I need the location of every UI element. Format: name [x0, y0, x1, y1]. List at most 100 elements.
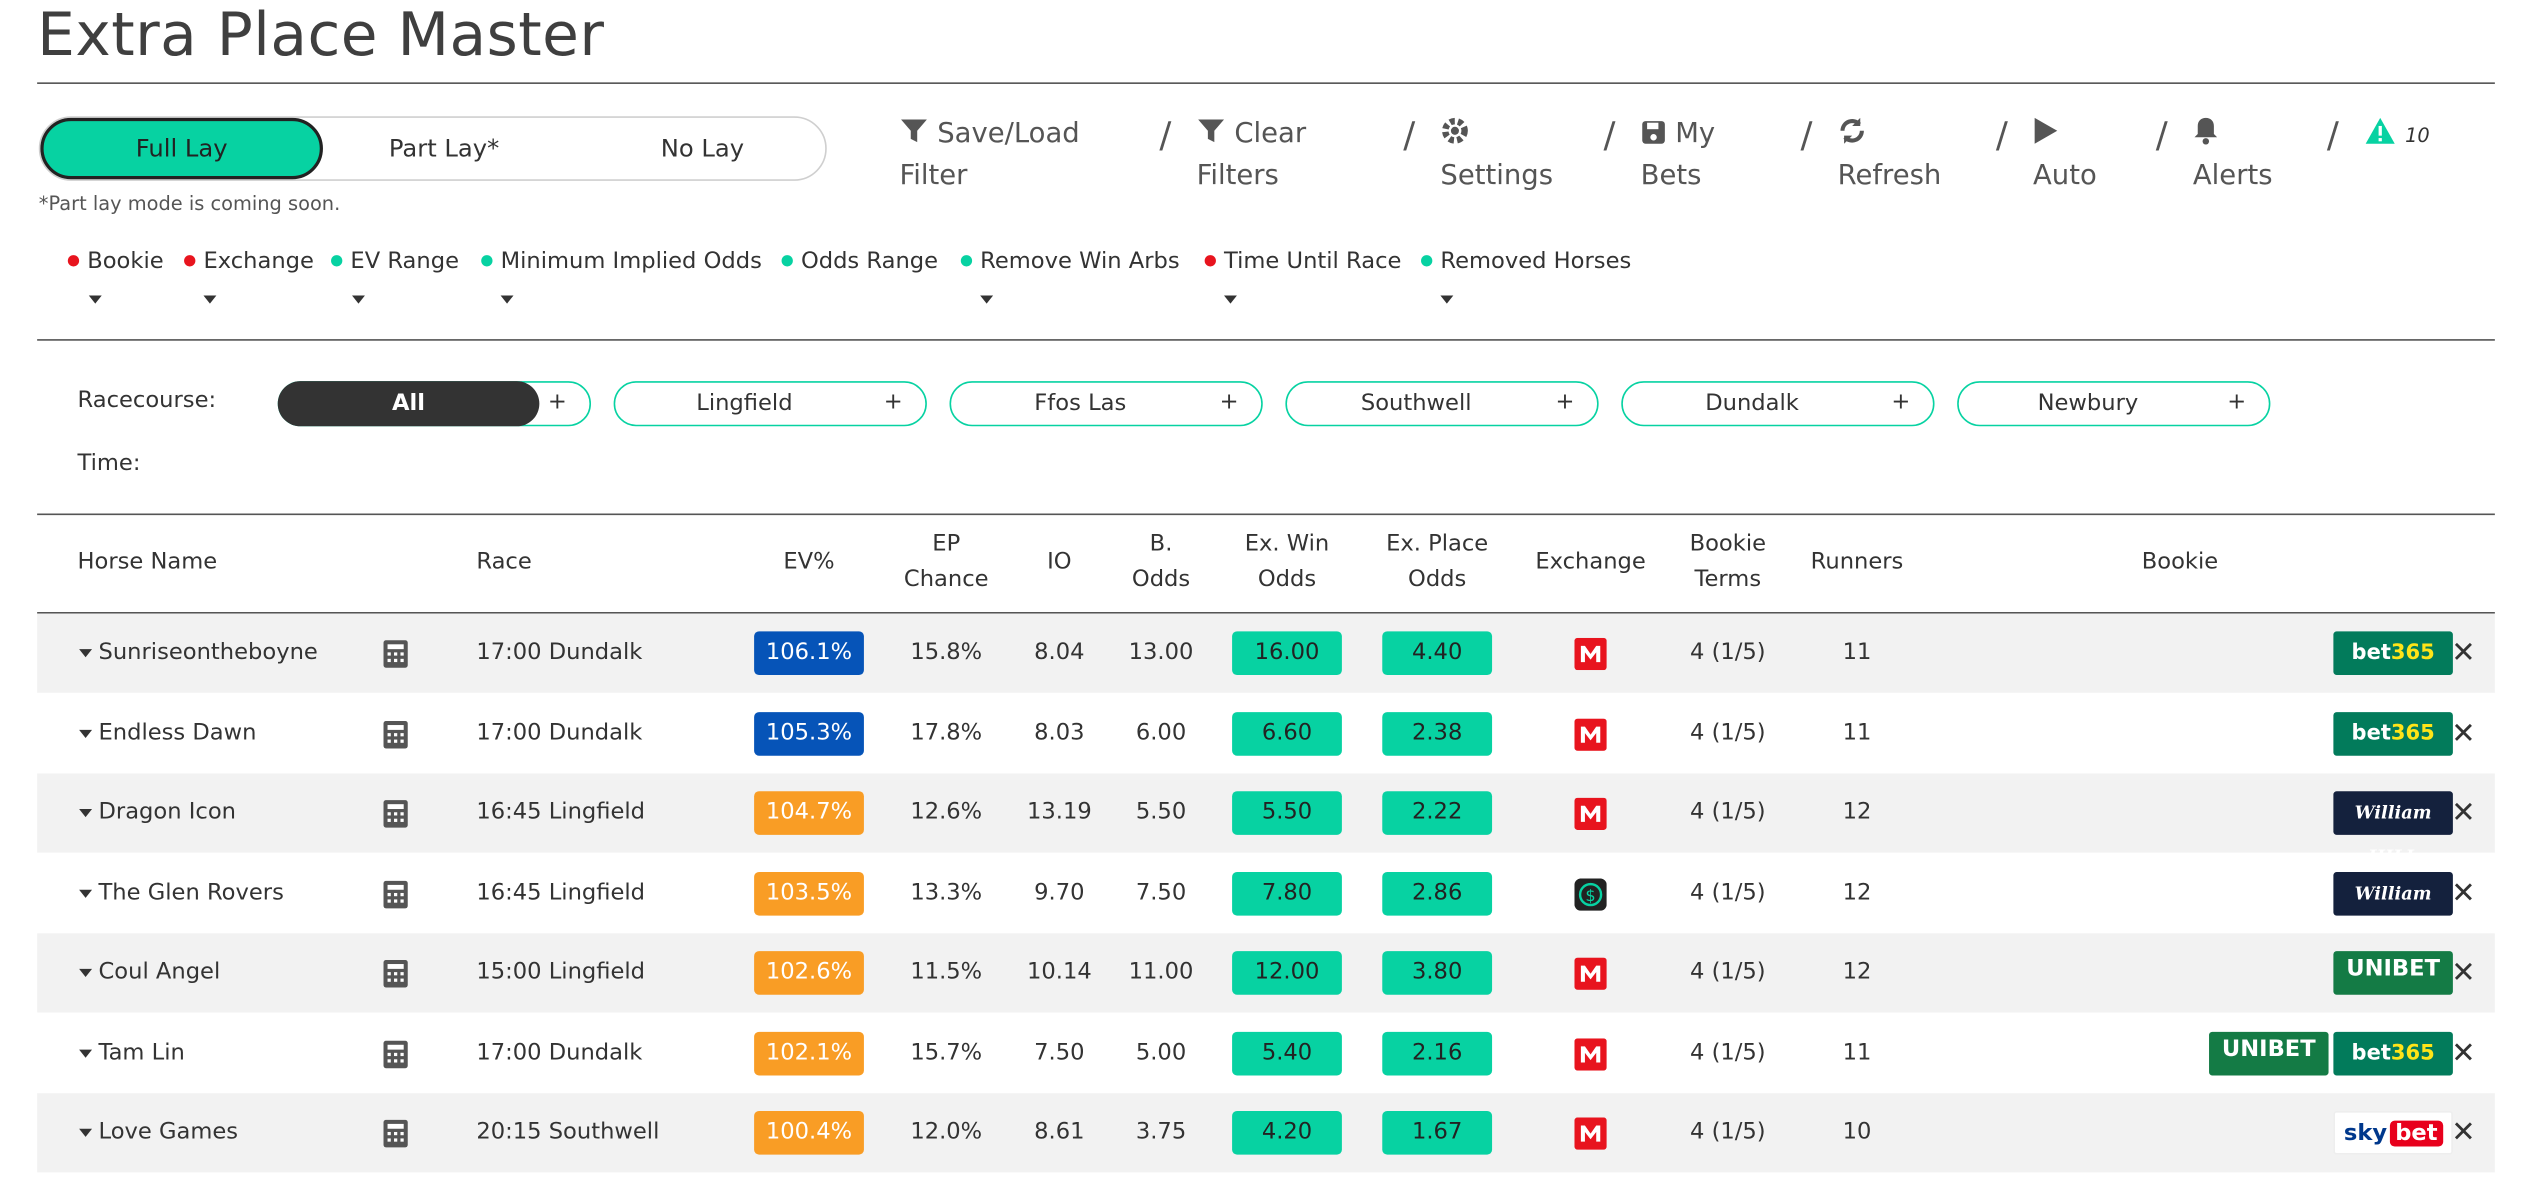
calculator-icon[interactable]: [383, 1039, 409, 1075]
header-runners[interactable]: Runners: [1810, 549, 1904, 575]
racecourse-pill-ffos-las[interactable]: Ffos Las +: [949, 381, 1263, 427]
bookie-logo-william-hill[interactable]: William HILL: [2333, 871, 2453, 947]
table-row[interactable]: Dragon Icon 16:45 Lingfield 104.7% 12.6%…: [37, 773, 2495, 867]
bookie-logo-bet365[interactable]: bet365: [2333, 631, 2453, 675]
plus-icon[interactable]: +: [883, 389, 903, 416]
plus-icon[interactable]: +: [1219, 389, 1239, 416]
filter-remove-win-arbs[interactable]: Remove Win Arbs: [960, 249, 1180, 275]
expand-row-icon[interactable]: [79, 1128, 93, 1137]
ex-win-odds[interactable]: 4.20: [1232, 1110, 1342, 1155]
chevron-down-icon[interactable]: [88, 295, 102, 304]
expand-row-icon[interactable]: [79, 888, 93, 898]
bookie-logo-william-hill[interactable]: William HILL: [2333, 791, 2453, 867]
calculator-icon[interactable]: [383, 719, 409, 755]
ex-win-odds[interactable]: 6.60: [1232, 711, 1342, 755]
expand-row-icon[interactable]: [79, 968, 93, 977]
racecourse-pill-dundalk[interactable]: Dundalk +: [1621, 381, 1935, 427]
table-row[interactable]: Sunriseontheboyne 17:00 Dundalk 106.1% 1…: [37, 613, 2495, 693]
ex-place-odds[interactable]: 2.38: [1382, 711, 1493, 755]
calculator-icon[interactable]: [383, 959, 409, 995]
matchbook-icon[interactable]: [1574, 1117, 1607, 1150]
table-row[interactable]: Coul Angel 15:00 Lingfield 102.6% 11.5% …: [37, 933, 2495, 1013]
header-ex-win-odds[interactable]: Ex. Win Odds: [1227, 526, 1346, 597]
filter-min-implied-odds[interactable]: Minimum Implied Odds: [481, 249, 762, 275]
chevron-down-icon[interactable]: [352, 295, 365, 304]
calculator-icon[interactable]: [383, 879, 409, 915]
header-bookie-terms[interactable]: Bookie Terms: [1679, 526, 1776, 597]
filter-time-until-race[interactable]: Time Until Race: [1204, 249, 1401, 275]
ex-place-odds[interactable]: 4.40: [1382, 631, 1493, 675]
filter-bookie[interactable]: Bookie: [67, 249, 164, 275]
close-icon[interactable]: ✕: [2451, 876, 2476, 910]
plus-icon[interactable]: +: [547, 389, 567, 416]
chevron-down-icon[interactable]: [980, 295, 994, 304]
chevron-down-icon[interactable]: [1224, 295, 1237, 304]
table-row[interactable]: Endless Dawn 17:00 Dundalk 105.3% 17.8% …: [37, 694, 2495, 773]
header-ep-chance[interactable]: EP Chance: [898, 526, 995, 597]
full-lay-button[interactable]: Full Lay: [40, 117, 323, 180]
ex-win-odds[interactable]: 7.80: [1232, 871, 1342, 915]
ex-place-odds[interactable]: 2.16: [1382, 1031, 1493, 1075]
header-b-odds[interactable]: B. Odds: [1121, 526, 1202, 597]
ex-place-odds[interactable]: 1.67: [1382, 1110, 1493, 1155]
ex-win-odds[interactable]: 12.00: [1232, 951, 1342, 995]
header-exchange[interactable]: Exchange: [1535, 549, 1646, 575]
close-icon[interactable]: ✕: [2451, 716, 2476, 751]
bookie-logo-bet365[interactable]: bet365: [2333, 711, 2453, 755]
filter-odds-range[interactable]: Odds Range: [781, 249, 938, 275]
refresh-button[interactable]: Refresh: [1838, 113, 1941, 197]
expand-row-icon[interactable]: [79, 1048, 93, 1057]
plus-icon[interactable]: +: [1891, 389, 1911, 416]
expand-row-icon[interactable]: [79, 729, 93, 738]
header-horse-name[interactable]: Horse Name: [77, 549, 218, 575]
ex-place-odds[interactable]: 3.80: [1382, 951, 1493, 995]
racecourse-pill-lingfield[interactable]: Lingfield +: [613, 381, 927, 427]
filter-ev-range[interactable]: EV Range: [331, 249, 459, 275]
expand-row-icon[interactable]: [79, 649, 93, 658]
chevron-down-icon[interactable]: [1440, 295, 1454, 304]
bookie-logo-unibet[interactable]: UNIBET: [2209, 1031, 2329, 1075]
ex-place-odds[interactable]: 2.22: [1382, 791, 1493, 835]
save-load-filter-button[interactable]: Save/Load Filter: [899, 113, 1079, 197]
header-race[interactable]: Race: [476, 549, 532, 575]
close-icon[interactable]: ✕: [2451, 1115, 2476, 1150]
header-ev[interactable]: EV%: [783, 549, 835, 575]
bookie-logo-bet365[interactable]: bet365: [2333, 1031, 2453, 1075]
plus-icon[interactable]: +: [1555, 389, 1575, 416]
calculator-icon[interactable]: [383, 799, 409, 835]
part-lay-button[interactable]: Part Lay*: [388, 134, 500, 164]
bookie-logo-unibet[interactable]: UNIBET: [2333, 951, 2453, 995]
chevron-down-icon[interactable]: [500, 295, 514, 304]
ex-win-odds[interactable]: 5.40: [1232, 1031, 1342, 1075]
table-row[interactable]: The Glen Rovers 16:45 Lingfield 103.5% 1…: [37, 853, 2495, 947]
settings-button[interactable]: Settings: [1440, 113, 1553, 197]
bookie-logo-skybet[interactable]: sky bet: [2333, 1110, 2453, 1155]
table-row[interactable]: Tam Lin 17:00 Dundalk 102.1% 15.7% 7.50 …: [37, 1013, 2495, 1092]
plus-icon[interactable]: +: [2227, 389, 2247, 416]
matchbook-icon[interactable]: [1574, 797, 1607, 831]
chevron-down-icon[interactable]: [203, 295, 217, 304]
racecourse-pill-all[interactable]: All +: [277, 381, 592, 427]
close-icon[interactable]: ✕: [2451, 636, 2476, 671]
racecourse-pill-newbury[interactable]: Newbury +: [1957, 381, 2271, 427]
header-ex-place-odds[interactable]: Ex. Place Odds: [1376, 526, 1499, 597]
filter-exchange[interactable]: Exchange: [184, 249, 314, 275]
my-bets-button[interactable]: My Bets: [1641, 113, 1716, 197]
matchbook-icon[interactable]: [1574, 957, 1607, 990]
ex-place-odds[interactable]: 2.86: [1382, 871, 1493, 915]
ex-win-odds[interactable]: 5.50: [1232, 791, 1342, 835]
alerts-button[interactable]: Alerts: [2193, 113, 2273, 197]
warning-indicator[interactable]: 10: [2364, 113, 2430, 157]
header-io[interactable]: IO: [1047, 549, 1072, 575]
smarkets-icon[interactable]: $: [1574, 877, 1607, 910]
header-bookie[interactable]: Bookie: [2141, 549, 2219, 575]
matchbook-icon[interactable]: [1574, 717, 1607, 751]
close-icon[interactable]: ✕: [2451, 1035, 2476, 1070]
expand-row-icon[interactable]: [79, 809, 93, 818]
filter-removed-horses[interactable]: Removed Horses: [1421, 249, 1631, 275]
matchbook-icon[interactable]: [1574, 1037, 1607, 1070]
clear-filters-button[interactable]: Clear Filters: [1197, 113, 1307, 197]
ex-win-odds[interactable]: 16.00: [1232, 631, 1342, 675]
calculator-icon[interactable]: [383, 639, 409, 675]
no-lay-button[interactable]: No Lay: [660, 134, 745, 164]
